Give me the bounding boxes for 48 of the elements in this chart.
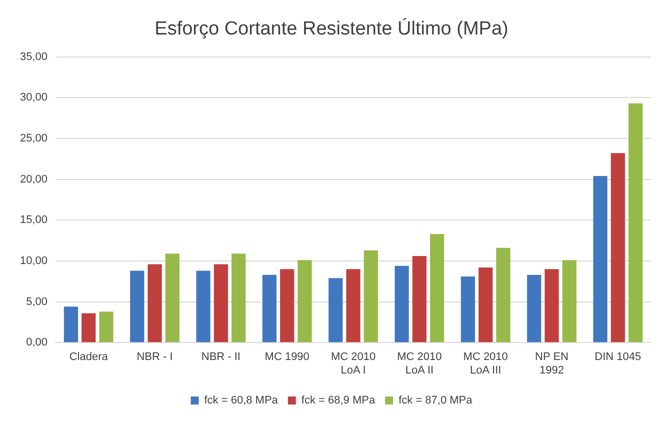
bar [527,274,542,342]
bar [99,312,114,342]
x-tick-label: MC 2010 LoA III [463,351,508,376]
bar [196,270,210,342]
bar [346,269,360,342]
y-tick-label: 5,00 [26,296,48,308]
bar [214,264,228,342]
bar [328,278,343,342]
bar [394,266,409,342]
bar [280,269,294,342]
bar [64,306,78,342]
bar [364,250,378,342]
y-tick-label: 25,00 [20,132,48,144]
bar [610,153,625,342]
x-tick-label: MC 2010 LoA II [397,351,442,376]
bar [298,260,312,342]
y-tick-label: 0,00 [26,336,48,349]
x-tick-label: NP EN 1992 [535,351,569,376]
chart-title: Esforço Cortante Resistente Último (MPa) [154,18,508,40]
y-tick-label: 10,00 [20,254,48,267]
x-tick-label: Cladera [69,351,109,364]
bar [460,276,476,342]
x-tick-label: MC 2010 LoA I [330,351,376,376]
legend-label: fck = 60,8 MPa [204,394,279,407]
bar [148,264,162,342]
bar [165,254,180,342]
bar [262,274,277,342]
x-tick-label: DIN 1045 [594,351,642,364]
bar [430,234,444,342]
bar [130,270,144,342]
y-tick-label: 15,00 [20,214,48,226]
x-tick-label: NBR - II [201,351,240,364]
x-tick-label: NBR - I [136,351,173,364]
y-tick-label: 20,00 [20,173,48,186]
legend-label: fck = 87,0 MPa [398,394,474,407]
legend-label: fck = 68,9 MPa [301,394,376,407]
y-tick-label: 30,00 [20,92,48,104]
bar [562,260,576,342]
bar [82,313,96,342]
bar [496,248,510,342]
y-tick-label: 35,00 [20,50,48,63]
bar [544,269,559,342]
x-tick-label: MC 1990 [264,351,310,364]
bar [412,256,426,342]
bar [232,254,246,342]
bar [593,176,608,342]
bar [478,267,493,342]
bar [628,103,643,342]
